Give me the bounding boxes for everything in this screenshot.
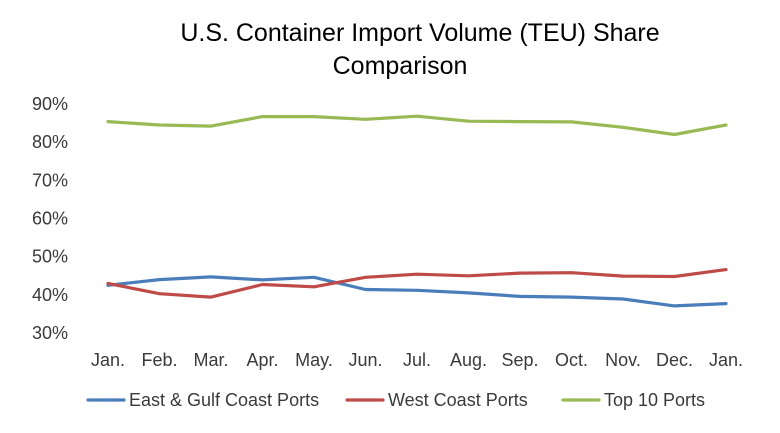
data-point-west-coast-ports	[724, 268, 728, 272]
data-point-top-10-ports	[106, 120, 110, 123]
y-tick-label: 30%	[32, 323, 68, 343]
x-tick-label: May.	[295, 350, 333, 370]
chart-title-line-1: U.S. Container Import Volume (TEU) Share	[180, 19, 659, 47]
data-point-west-coast-ports	[467, 274, 470, 278]
chart-title-line-2: Comparison	[333, 52, 468, 80]
data-point-west-coast-ports	[364, 275, 367, 279]
data-point-top-10-ports	[364, 117, 367, 121]
legend-label: West Coast Ports	[388, 390, 528, 410]
x-tick-label: Sep.	[501, 350, 538, 370]
x-tick-label: Jan.	[709, 350, 743, 370]
data-point-top-10-ports	[673, 133, 676, 136]
data-point-top-10-ports	[209, 124, 213, 128]
data-point-west-coast-ports	[261, 283, 264, 286]
data-point-east-gulf-coast-ports	[724, 302, 728, 306]
series-layer	[106, 114, 728, 308]
data-point-west-coast-ports	[621, 274, 625, 278]
data-point-east-gulf-coast-ports	[518, 294, 522, 298]
data-point-top-10-ports	[518, 120, 522, 123]
data-point-top-10-ports	[467, 119, 470, 123]
data-point-east-gulf-coast-ports	[415, 288, 419, 292]
data-point-west-coast-ports	[312, 285, 316, 289]
legend-label: Top 10 Ports	[604, 390, 705, 410]
data-point-east-gulf-coast-ports	[209, 275, 213, 279]
x-tick-label: Apr.	[246, 350, 278, 370]
data-point-east-gulf-coast-ports	[621, 297, 625, 301]
legend-label: East & Gulf Coast Ports	[129, 390, 319, 410]
data-point-east-gulf-coast-ports	[261, 278, 264, 282]
y-tick-label: 90%	[32, 94, 68, 114]
x-tick-label: Feb.	[141, 350, 177, 370]
y-tick-label: 70%	[32, 170, 68, 190]
x-axis: Jan. Feb. Mar. Apr. May. Jun. Jul. Aug. Sep. Oct.…	[91, 350, 743, 370]
x-tick-label: Jun.	[348, 350, 382, 370]
data-point-west-coast-ports	[158, 292, 161, 296]
y-tick-label: 60%	[32, 209, 68, 229]
data-point-top-10-ports	[415, 114, 419, 118]
data-point-top-10-ports	[724, 123, 728, 127]
data-point-top-10-ports	[570, 120, 573, 124]
data-point-top-10-ports	[261, 115, 264, 118]
x-tick-label: Jul.	[403, 350, 431, 370]
data-point-east-gulf-coast-ports	[158, 278, 161, 281]
data-point-east-gulf-coast-ports	[570, 295, 573, 299]
data-point-east-gulf-coast-ports	[312, 275, 316, 279]
data-point-west-coast-ports	[673, 275, 676, 278]
y-tick-label: 80%	[32, 132, 68, 152]
x-tick-label: Jan.	[91, 350, 125, 370]
data-point-top-10-ports	[158, 123, 161, 127]
data-point-top-10-ports	[621, 125, 625, 129]
data-point-top-10-ports	[312, 115, 316, 118]
x-tick-label: Oct.	[555, 350, 588, 370]
y-tick-label: 40%	[32, 285, 68, 305]
data-point-west-coast-ports	[209, 295, 213, 299]
data-point-east-gulf-coast-ports	[364, 288, 367, 291]
y-axis: 30% 40% 50% 60% 70% 80% 90%	[32, 94, 68, 343]
x-tick-label: Mar.	[193, 350, 228, 370]
data-point-west-coast-ports	[415, 272, 419, 276]
data-point-east-gulf-coast-ports	[673, 304, 676, 308]
y-tick-label: 50%	[32, 247, 68, 267]
data-point-west-coast-ports	[518, 271, 522, 275]
data-point-east-gulf-coast-ports	[467, 291, 470, 295]
series-line-top-10-ports	[106, 114, 728, 137]
x-tick-label: Dec.	[656, 350, 693, 370]
legend: East & Gulf Coast Ports West Coast Ports T…	[86, 390, 705, 410]
x-tick-label: Aug.	[450, 350, 487, 370]
x-tick-label: Nov.	[605, 350, 641, 370]
data-point-west-coast-ports	[106, 281, 110, 285]
data-point-west-coast-ports	[570, 271, 573, 275]
